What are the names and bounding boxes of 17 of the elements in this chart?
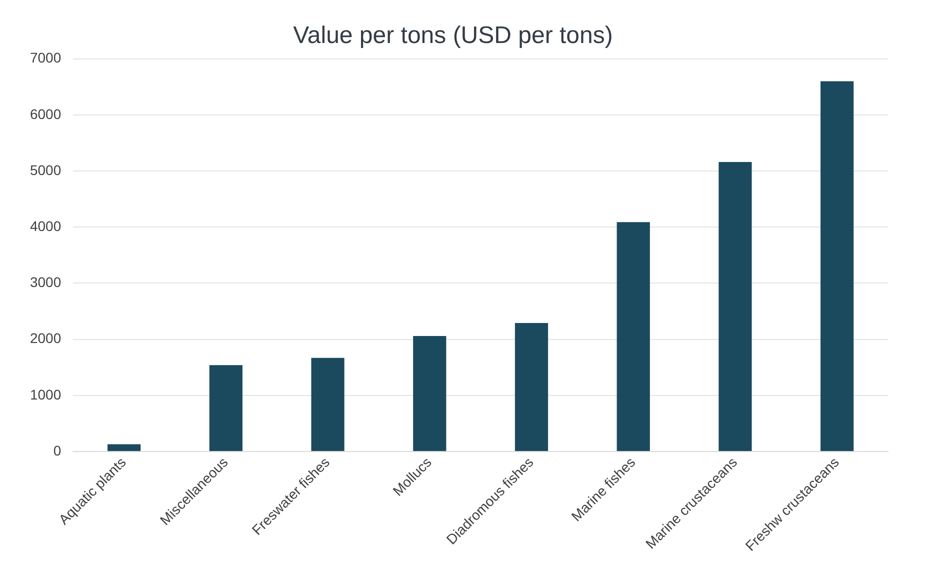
bar xyxy=(413,336,446,452)
bar xyxy=(514,323,548,452)
y-tick-label: 5000 xyxy=(30,162,62,178)
bar xyxy=(616,222,650,452)
bar xyxy=(718,162,752,452)
bar xyxy=(108,444,141,452)
bar xyxy=(820,81,854,452)
chart-title: Value per tons (USD per tons) xyxy=(293,22,613,50)
y-tick-label: 0 xyxy=(53,442,62,458)
bar xyxy=(209,365,242,452)
y-tick-label: 1000 xyxy=(30,386,62,402)
bar xyxy=(311,358,344,452)
y-tick-label: 3000 xyxy=(30,274,62,290)
y-tick-label: 7000 xyxy=(30,50,62,66)
y-tick-label: 4000 xyxy=(30,218,62,234)
y-tick-label: 6000 xyxy=(30,106,62,122)
y-tick-label: 2000 xyxy=(30,330,62,346)
